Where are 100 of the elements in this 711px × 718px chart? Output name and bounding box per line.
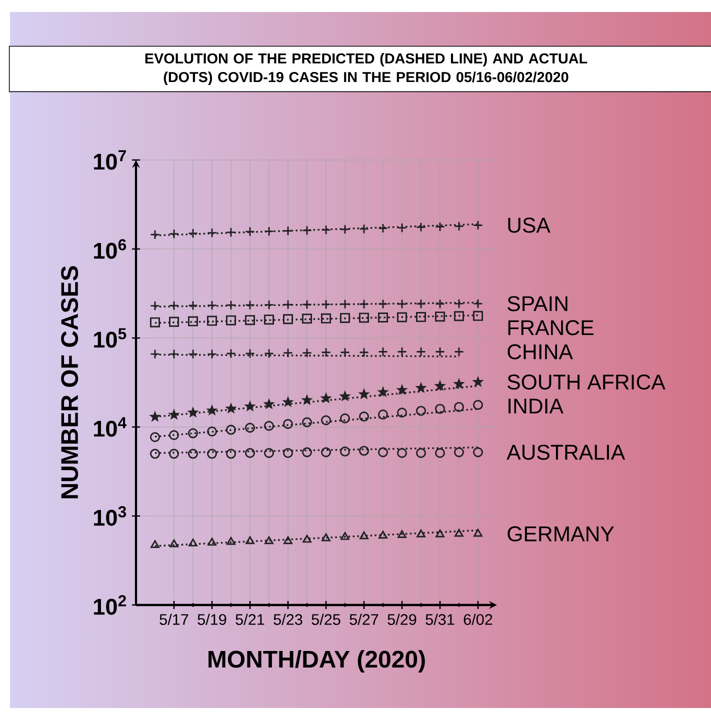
point [207,448,217,459]
point [170,539,178,548]
point [435,312,445,322]
point [207,316,217,326]
point [416,529,426,538]
x-tick-label: 5/17 [160,614,188,625]
point [320,447,331,458]
y-tick-label: 10$^{3}$ [94,506,126,526]
x-tick-label: 5/29 [388,614,416,625]
x-tick-label: 5/25 [312,614,340,625]
point [245,422,255,433]
series-label: GERMANY [508,526,614,542]
point [264,420,274,431]
point [226,424,236,435]
point [150,448,160,459]
point [188,408,198,417]
point [168,448,179,459]
series-label: INDIA [508,398,564,414]
x-tick-label: 5/31 [426,614,454,625]
point [321,394,331,402]
point [264,314,274,325]
point [472,447,484,458]
point [416,383,426,392]
point [340,312,350,323]
point [398,530,406,538]
point [340,392,350,400]
point [340,532,350,540]
point [359,390,369,398]
y-tick-label: 10$^{5}$ [94,328,126,348]
point [188,448,198,459]
point [282,314,294,324]
point [435,448,445,458]
y-tick-label: 10$^{7}$ [94,150,126,170]
point [436,529,444,538]
point [168,316,179,327]
point [378,312,388,322]
point [207,406,217,415]
point [378,447,388,458]
y-tick-label: 10$^{4}$ [94,417,127,437]
point [397,448,407,458]
text: CHINA [508,344,573,360]
x-tick-label: 5/21 [236,614,264,625]
point [150,317,160,328]
y-axis-title: NUMBER OF CASES [61,266,78,498]
point [320,313,331,324]
y-tick-label: 10$^{2}$ [94,595,126,615]
point [416,448,426,458]
point [150,412,160,421]
point [302,417,312,428]
y-tick-label: 10$^{6}$ [94,239,126,259]
point [188,316,198,326]
point [454,402,464,412]
point [474,528,482,537]
point [435,381,445,390]
chart-title: EVOLUTION OF THE PREDICTED (DASHED LINE) AND ACTUAL (DOTS) COVID-19 CASES IN THE PERIOD 05/16-06/02/2020 [145,52,588,86]
point [454,311,464,322]
series-label: FRANCE [508,320,594,336]
point [454,528,464,537]
point [340,446,350,457]
x-tick-label: 5/23 [274,614,302,625]
x-tick-label: 5/19 [198,614,226,625]
point [245,315,255,326]
point [320,415,331,426]
point [282,419,294,430]
series-label: USA [508,218,550,233]
point [435,404,445,414]
point [226,315,236,326]
point [169,410,179,419]
point [264,536,274,544]
point [359,446,369,456]
point [359,412,369,422]
point [264,399,274,408]
point [360,531,368,540]
point [472,400,484,410]
point [416,312,426,322]
point [322,533,330,542]
x-axis-title: MONTH/DAY (2020) [208,650,425,672]
point [340,413,350,424]
point [302,447,312,458]
point [207,426,217,436]
point [150,540,160,548]
point [188,538,198,546]
series-label: AUSTRALIA [506,444,626,460]
point [378,387,388,396]
point [282,448,294,458]
point [472,310,484,321]
point [226,448,236,459]
series-label: SOUTH AFRICA [508,374,666,390]
point [378,410,388,420]
point [283,397,293,406]
point [264,448,274,458]
point [397,385,407,394]
series-label: SPAIN [508,296,568,312]
point [397,408,407,418]
point [302,534,312,543]
point [245,448,255,458]
point [473,377,483,386]
point [302,314,312,324]
point [302,395,312,404]
point [208,538,216,546]
